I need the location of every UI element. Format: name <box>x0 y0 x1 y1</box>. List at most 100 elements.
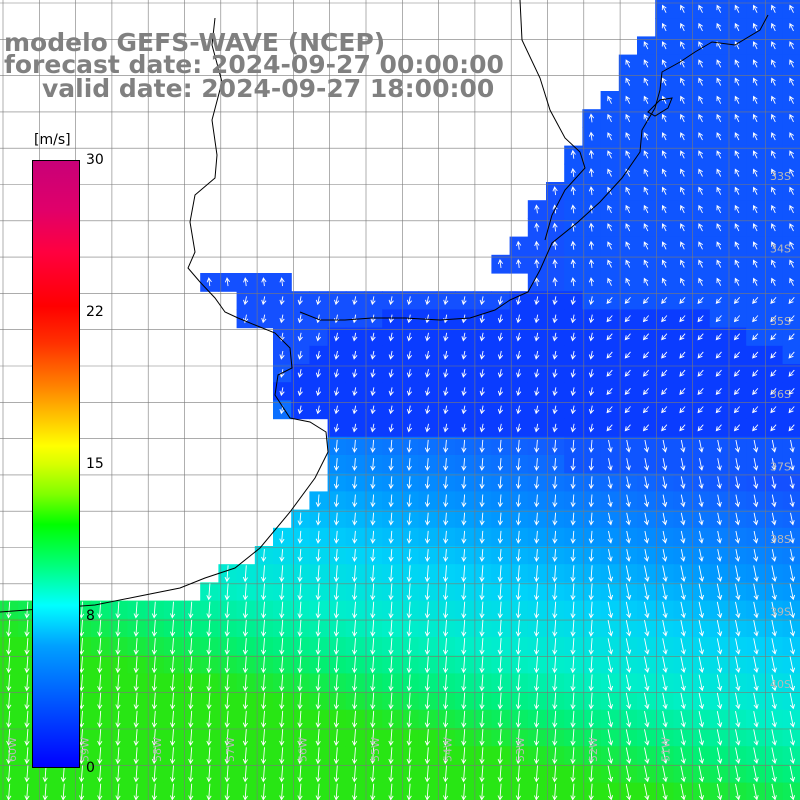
wind-arrow <box>461 692 467 710</box>
ocean-cell <box>782 163 800 183</box>
wind-arrow <box>607 747 614 765</box>
wind-arrow <box>607 223 612 232</box>
wind-arrow <box>662 494 668 508</box>
wind-arrow <box>661 186 667 195</box>
wind-arrow <box>698 620 705 637</box>
wind-arrow <box>461 565 467 583</box>
wind-arrow <box>752 150 758 159</box>
wind-arrow <box>443 405 449 415</box>
latitude-label: 39S <box>770 606 791 619</box>
wind-arrow <box>789 601 796 619</box>
latitude-labels: 33S 34S 35S 36S 37S 38S 39S 40S <box>770 170 791 691</box>
wind-arrow <box>516 296 522 306</box>
wind-arrow <box>788 333 795 341</box>
wind-arrow <box>643 439 650 453</box>
wind-arrow <box>370 619 376 637</box>
wind-arrow <box>607 620 614 637</box>
wind-arrow <box>643 549 650 562</box>
wind-arrow <box>424 565 430 583</box>
wind-arrow <box>734 241 740 250</box>
wind-arrow <box>497 332 504 342</box>
wind-arrow <box>644 601 650 619</box>
wind-arrow <box>643 41 649 50</box>
wind-arrow <box>297 710 303 728</box>
wind-arrow <box>169 765 176 783</box>
wind-arrow <box>625 95 631 104</box>
wind-arrow <box>534 240 540 250</box>
wind-arrow <box>479 710 485 728</box>
wind-arrow <box>716 476 722 490</box>
wind-arrow <box>297 405 303 415</box>
wind-arrow <box>625 583 632 601</box>
wind-arrow <box>406 583 412 601</box>
wind-arrow <box>771 711 777 728</box>
wind-arrow <box>643 494 650 508</box>
wind-arrow <box>188 674 194 692</box>
wind-arrow <box>680 259 685 268</box>
wind-arrow <box>716 204 722 214</box>
wind-arrow <box>789 583 796 601</box>
wind-arrow <box>570 204 576 214</box>
wind-arrow <box>625 711 632 728</box>
wind-arrow <box>515 710 521 728</box>
wind-arrow <box>588 765 594 783</box>
wind-arrow <box>771 439 777 453</box>
wind-arrow <box>771 747 777 765</box>
colorbar-tick-30: 30 <box>86 152 104 168</box>
wind-arrow <box>716 150 722 159</box>
wind-arrow <box>406 512 412 526</box>
wind-arrow <box>497 439 503 453</box>
wind-arrow <box>206 765 212 783</box>
ocean-cell <box>782 728 800 747</box>
wind-arrow <box>97 656 103 674</box>
wind-arrow <box>753 747 759 765</box>
wind-arrow <box>479 530 485 544</box>
wind-arrow <box>733 388 741 396</box>
wind-arrow <box>752 77 758 86</box>
wind-arrow <box>334 369 340 378</box>
wind-arrow <box>570 729 576 747</box>
wind-arrow <box>570 601 576 619</box>
wind-arrow <box>242 638 248 656</box>
wind-arrow <box>97 765 103 783</box>
wind-arrow <box>624 333 631 341</box>
wind-arrow <box>752 95 758 104</box>
wind-arrow <box>479 583 485 601</box>
wind-arrow <box>497 747 503 765</box>
wind-arrow <box>297 387 303 397</box>
wind-arrow <box>115 656 121 674</box>
wind-arrow <box>406 458 412 472</box>
wind-arrow <box>206 638 212 656</box>
wind-arrow <box>734 259 740 268</box>
wind-arrow <box>661 59 667 68</box>
wind-arrow <box>607 476 613 490</box>
wind-arrow <box>479 692 485 710</box>
wind-arrow <box>333 656 339 674</box>
wind-arrow <box>661 4 667 13</box>
ocean-cell <box>782 673 800 693</box>
wind-arrow <box>715 406 722 414</box>
wind-arrow <box>753 494 759 508</box>
wind-arrow <box>716 530 722 544</box>
wind-arrow <box>188 656 194 674</box>
wind-arrow <box>588 405 595 415</box>
wind-arrow <box>570 458 576 472</box>
wind-arrow <box>625 729 632 746</box>
wind-arrow <box>644 565 650 583</box>
wind-arrow <box>552 692 558 710</box>
wind-arrow <box>625 59 631 68</box>
wind-arrow <box>752 351 759 359</box>
forecast-date: forecast date: 2024-09-27 00:00:00 <box>4 50 504 79</box>
wind-arrow <box>789 132 794 141</box>
wind-arrow <box>352 423 358 433</box>
wind-arrow <box>588 296 595 306</box>
wind-arrow <box>370 729 376 747</box>
wind-arrow <box>424 765 430 783</box>
wind-arrow <box>479 387 485 397</box>
wind-arrow <box>424 476 431 490</box>
wind-arrow <box>716 223 722 232</box>
wind-arrow <box>570 765 576 783</box>
wind-arrow <box>352 494 358 508</box>
wind-arrow <box>698 549 704 562</box>
wind-arrow <box>442 765 449 783</box>
